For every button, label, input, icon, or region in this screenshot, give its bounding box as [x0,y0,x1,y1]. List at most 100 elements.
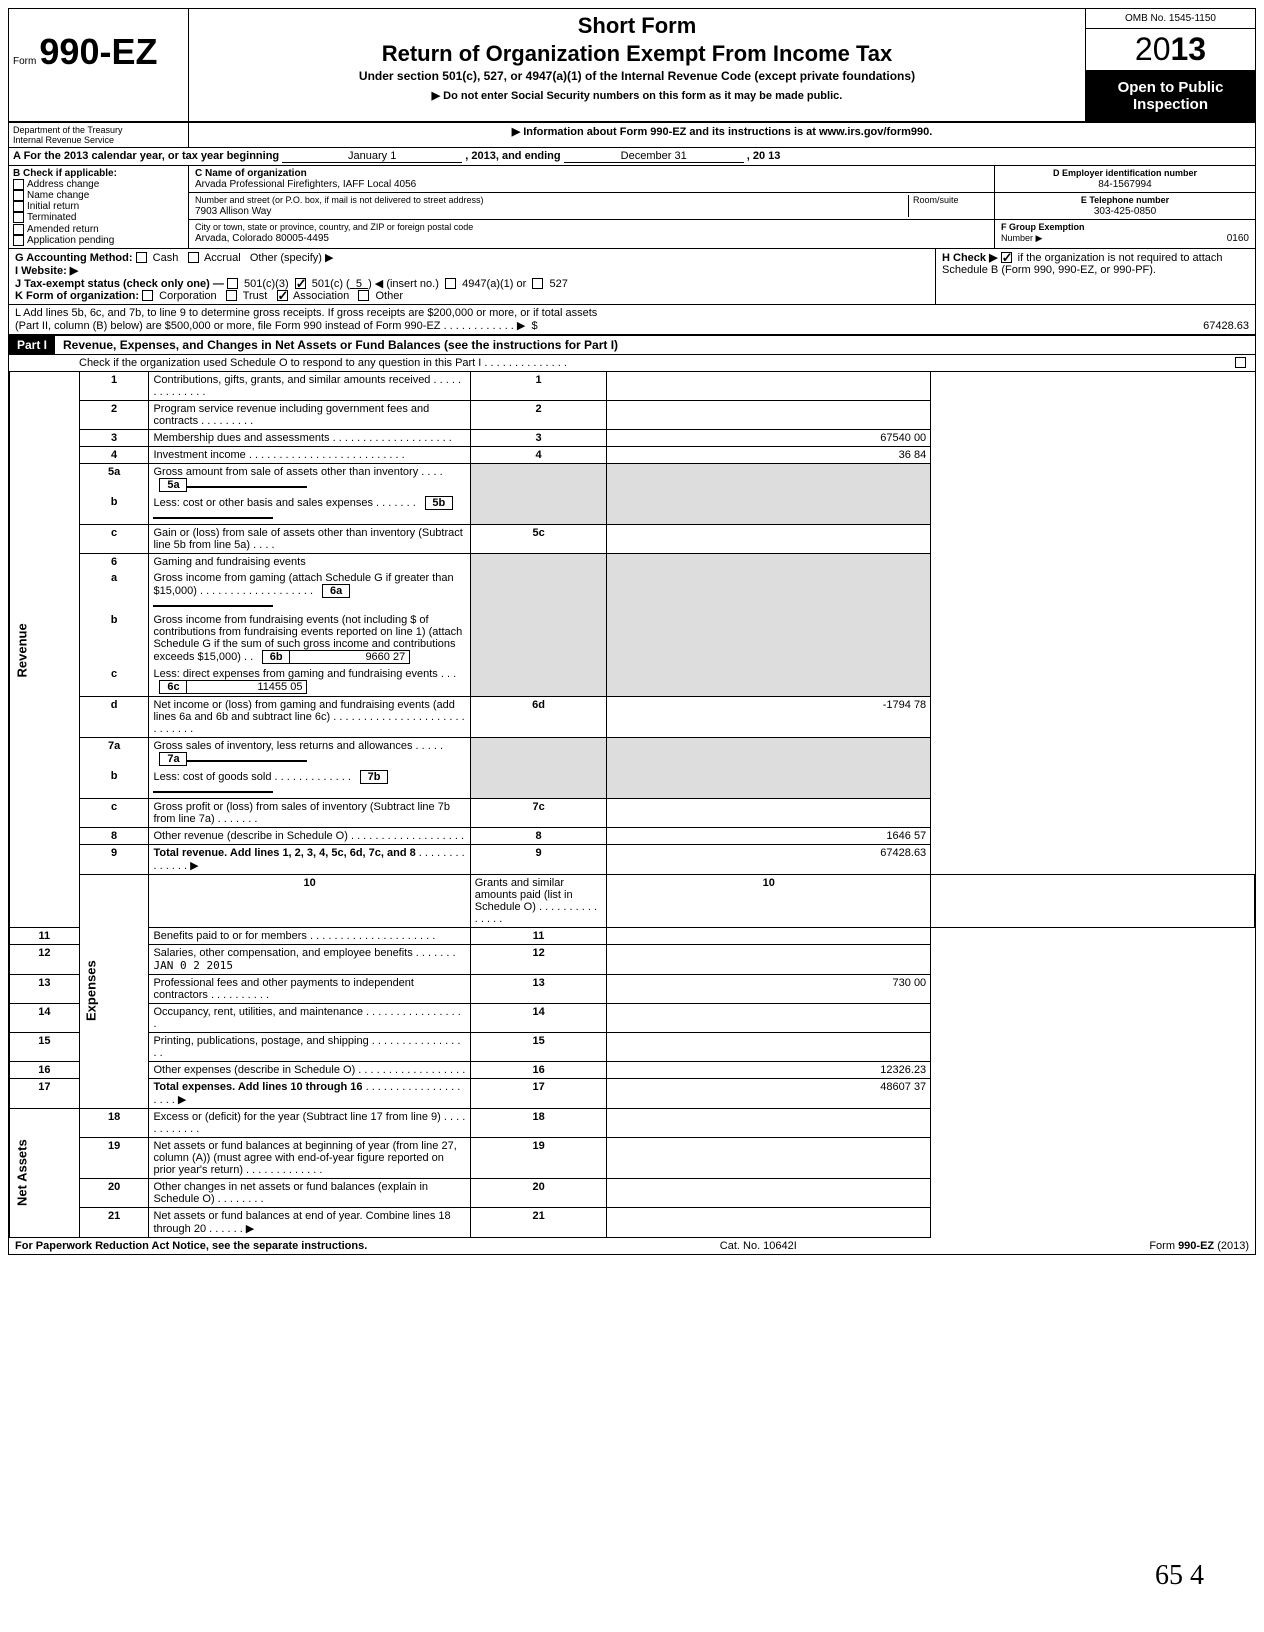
label-4947: 4947(a)(1) or [462,278,526,290]
ein-value[interactable]: 84-1567994 [1098,179,1151,190]
checkbox-501c3[interactable] [227,278,238,289]
label-other-method: Other (specify) ▶ [250,252,334,264]
open-public-2: Inspection [1088,96,1253,113]
row-j-label: J Tax-exempt status (check only one) — [15,278,224,290]
line-10: Expenses 10Grants and similar amounts pa… [10,874,1255,927]
checkbox-other-org[interactable] [358,290,369,301]
line-6: 6Gaming and fundraising events [10,553,1255,570]
line-6d-val[interactable]: -1794 78 [607,696,931,737]
line-16: 16Other expenses (describe in Schedule O… [10,1061,1255,1078]
checkbox-schedule-b[interactable] [1001,252,1012,263]
line-6b-val[interactable]: 9660 27 [290,650,410,664]
checkbox-amended[interactable] [13,224,24,235]
checkbox-address-change[interactable] [13,179,24,190]
line-18-val[interactable] [607,1108,931,1137]
checkbox-schedule-o[interactable] [1235,357,1246,368]
checkbox-name-change[interactable] [13,190,24,201]
line-20-val[interactable] [607,1178,931,1207]
line-14-val[interactable] [607,1003,931,1032]
open-public-1: Open to Public [1088,79,1253,96]
org-city[interactable]: Arvada, Colorado 80005-4495 [195,233,329,244]
label-name-change: Name change [27,190,89,201]
line-5a-val[interactable] [187,486,307,488]
row-a-mid: , 2013, and ending [465,150,560,162]
line-16-val[interactable]: 12326.23 [607,1061,931,1078]
checkbox-trust[interactable] [226,290,237,301]
line-7a-val[interactable] [187,760,307,762]
checkbox-terminated[interactable] [13,212,24,223]
footer: For Paperwork Reduction Act Notice, see … [9,1238,1255,1254]
line-6-desc: Gaming and fundraising events [149,553,470,570]
line-20-desc: Other changes in net assets or fund bala… [153,1181,428,1205]
line-11-val[interactable] [607,927,931,944]
tax-year: 2013 [1086,29,1255,71]
instruction-1: ▶ Do not enter Social Security numbers o… [197,89,1077,102]
dept-cell: Department of the Treasury Internal Reve… [9,123,189,147]
line-7a-desc: Gross sales of inventory, less returns a… [153,740,412,752]
footer-right-prefix: Form [1149,1240,1178,1252]
section-bcdef: B Check if applicable: Address change Na… [9,166,1255,249]
line-7b-val[interactable] [153,791,273,793]
label-accrual: Accrual [204,252,241,264]
room-label: Room/suite [913,195,959,205]
row-g-label: G Accounting Method: [15,252,133,264]
right-header: OMB No. 1545-1150 2013 Open to Public In… [1085,9,1255,121]
info-instruction: ▶ Information about Form 990-EZ and its … [189,123,1255,147]
checkbox-initial-return[interactable] [13,201,24,212]
line-5c-val[interactable] [607,524,931,553]
label-corp: Corporation [159,290,216,302]
line-13-val[interactable]: 730 00 [607,974,931,1003]
line-2-val[interactable] [607,400,931,429]
line-21-val[interactable] [607,1207,931,1237]
line-5a-desc: Gross amount from sale of assets other t… [153,466,418,478]
group-num[interactable]: 0160 [1227,233,1249,244]
row-k-label: K Form of organization: [15,290,139,302]
line-10-val[interactable] [931,874,1255,927]
line-3-val[interactable]: 67540 00 [607,429,931,446]
checkbox-accrual[interactable] [188,252,199,263]
line-7c-val[interactable] [607,798,931,827]
label-amended: Amended return [27,224,99,235]
line-17-val[interactable]: 48607 37 [607,1078,931,1108]
line-1-desc: Contributions, gifts, grants, and simila… [153,374,430,386]
line-15-val[interactable] [607,1032,931,1061]
section-b: B Check if applicable: Address change Na… [9,166,189,248]
form-number: 990-EZ [39,31,157,72]
line-6a-val[interactable] [153,605,273,607]
checkbox-cash[interactable] [136,252,147,263]
gross-receipts[interactable]: 67428.63 [1119,320,1249,332]
tax-year-begin[interactable]: January 1 [282,150,462,163]
org-name[interactable]: Arvada Professional Firefighters, IAFF L… [195,179,416,190]
line-18-desc: Excess or (deficit) for the year (Subtra… [153,1111,440,1123]
line-7b-desc: Less: cost of goods sold [153,771,271,783]
tax-year-end[interactable]: December 31 [564,150,744,163]
row-l: L Add lines 5b, 6c, and 7b, to line 9 to… [9,305,1255,336]
line-5b-val[interactable] [153,517,273,519]
short-form-label: Short Form [197,13,1077,39]
open-to-public: Open to Public Inspection [1086,71,1255,121]
line-19-val[interactable] [607,1137,931,1178]
501c-number[interactable]: 5 [356,278,362,290]
part-1-header: Part I Revenue, Expenses, and Changes in… [9,336,1255,355]
checkbox-501c[interactable] [295,278,306,289]
line-9-val[interactable]: 67428.63 [607,844,931,874]
line-3-desc: Membership dues and assessments [153,432,329,444]
handwritten-note: 65 4 [1155,1560,1204,1592]
line-1-val[interactable] [607,372,931,401]
line-4-val[interactable]: 36 84 [607,446,931,463]
checkbox-527[interactable] [532,278,543,289]
line-8: 8Other revenue (describe in Schedule O) … [10,827,1255,844]
line-8-val[interactable]: 1646 57 [607,827,931,844]
tel-value[interactable]: 303-425-0850 [1094,206,1156,217]
org-address[interactable]: 7903 Allison Way [195,206,271,217]
line-12-val[interactable] [607,944,931,974]
line-6c-val[interactable]: 11455 05 [187,680,307,694]
line-1: Revenue 1 Contributions, gifts, grants, … [10,372,1255,401]
line-6c-desc: Less: direct expenses from gaming and fu… [153,668,437,680]
group-label: F Group Exemption [1001,222,1085,232]
checkbox-4947[interactable] [445,278,456,289]
checkbox-app-pending[interactable] [13,235,24,246]
checkbox-corp[interactable] [142,290,153,301]
line-7c: cGross profit or (loss) from sales of in… [10,798,1255,827]
checkbox-assoc[interactable] [277,290,288,301]
